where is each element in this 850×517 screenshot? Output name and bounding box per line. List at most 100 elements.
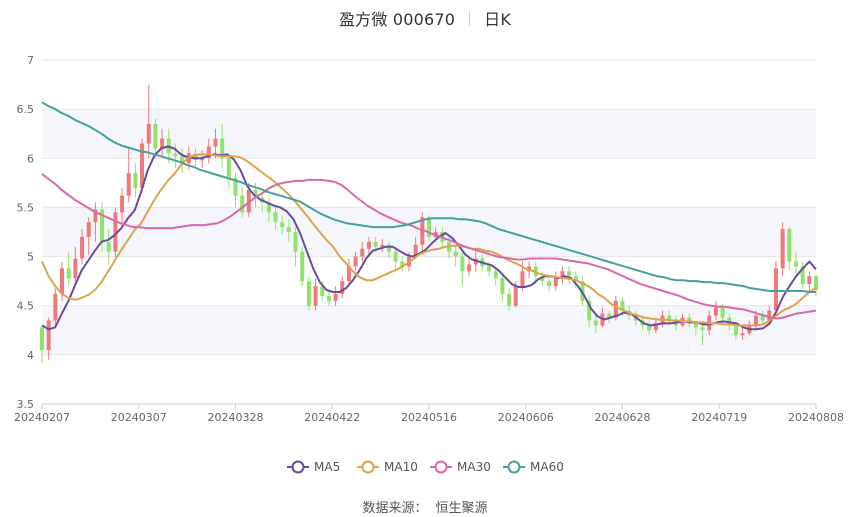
candle[interactable] [800,261,805,289]
candle[interactable] [173,143,178,169]
candle[interactable] [293,227,298,267]
candle[interactable] [547,276,552,291]
candle[interactable] [66,251,71,287]
candle[interactable] [213,128,218,159]
candle[interactable] [106,229,111,265]
candle[interactable] [360,241,365,262]
candle[interactable] [393,246,398,269]
candle[interactable] [380,238,385,252]
candle-body [493,271,498,279]
candle[interactable] [39,325,45,363]
candle[interactable] [120,187,125,228]
candle-body [286,227,291,232]
x-tick-label: 20240516 [401,411,457,424]
candle[interactable] [233,173,238,208]
candle[interactable] [200,150,205,169]
candle[interactable] [567,266,572,285]
legend-item-ma60[interactable]: MA60 [503,460,564,474]
candle-body [53,293,58,321]
candle[interactable] [266,197,271,223]
candle[interactable] [273,207,278,230]
candle[interactable] [647,320,652,336]
candle[interactable] [507,288,512,311]
candle-body [333,293,338,301]
candle[interactable] [180,148,185,174]
candle[interactable] [333,286,338,306]
candle[interactable] [593,315,598,334]
candle[interactable] [280,215,285,235]
candle[interactable] [587,295,592,328]
candle[interactable] [73,246,78,285]
y-tick-label: 6 [27,152,34,165]
candle-body [620,300,625,311]
candle-body [653,323,658,331]
candle[interactable] [453,246,458,267]
candle[interactable] [353,251,358,272]
candle[interactable] [793,251,798,277]
candle[interactable] [206,138,211,164]
candle[interactable] [807,271,812,291]
candle-body [573,276,578,282]
candle[interactable] [93,202,98,242]
candle-body [193,153,198,161]
candle[interactable] [326,290,331,306]
candle[interactable] [467,256,472,277]
candle[interactable] [226,153,231,188]
x-tick-label: 20240422 [304,411,360,424]
candle[interactable] [553,271,558,291]
candle-body [266,202,271,213]
legend-item-ma30[interactable]: MA30 [430,460,491,474]
legend-label: MA10 [384,460,418,474]
candle[interactable] [86,217,91,255]
candle[interactable] [146,84,151,159]
candle[interactable] [53,288,58,326]
candle-body [233,177,238,196]
candle-body [340,281,345,294]
candle-body [767,310,772,321]
candle[interactable] [740,327,745,341]
candle[interactable] [400,256,405,272]
candle[interactable] [126,148,131,203]
candle[interactable] [313,278,318,311]
candle[interactable] [306,276,311,311]
x-tick-label: 20240307 [111,411,167,424]
candle-body [713,307,718,316]
candle[interactable] [713,300,718,321]
candle-body [240,195,245,213]
candle[interactable] [133,163,138,198]
candle[interactable] [46,317,51,360]
band [42,305,816,355]
candle[interactable] [140,138,145,193]
candle[interactable] [286,219,291,242]
legend-item-ma10[interactable]: MA10 [357,460,418,474]
candle-body [153,123,158,149]
candle[interactable] [580,276,585,306]
period-label[interactable]: 日K [484,10,512,29]
candle[interactable] [426,215,432,242]
candle[interactable] [240,187,245,218]
candle[interactable] [760,310,765,326]
candle[interactable] [160,128,165,159]
candle[interactable] [100,202,105,252]
candle[interactable] [500,274,505,301]
candle[interactable] [113,207,118,257]
candle[interactable] [787,227,792,272]
candle[interactable] [346,258,351,287]
candle[interactable] [220,123,225,169]
candle[interactable] [153,118,158,159]
candle[interactable] [560,266,565,285]
candle[interactable] [493,266,498,287]
candle[interactable] [340,276,345,298]
candle[interactable] [700,323,705,346]
candle-body [507,293,512,306]
candle[interactable] [460,251,465,287]
candle[interactable] [780,222,785,277]
candle[interactable] [300,246,305,287]
candle[interactable] [773,261,778,316]
candle[interactable] [80,229,85,265]
legend-item-ma5[interactable]: MA5 [287,460,340,474]
candle-body [667,315,672,321]
x-tick-label: 20240628 [595,411,651,424]
candle[interactable] [366,236,371,255]
candle[interactable] [386,241,391,259]
